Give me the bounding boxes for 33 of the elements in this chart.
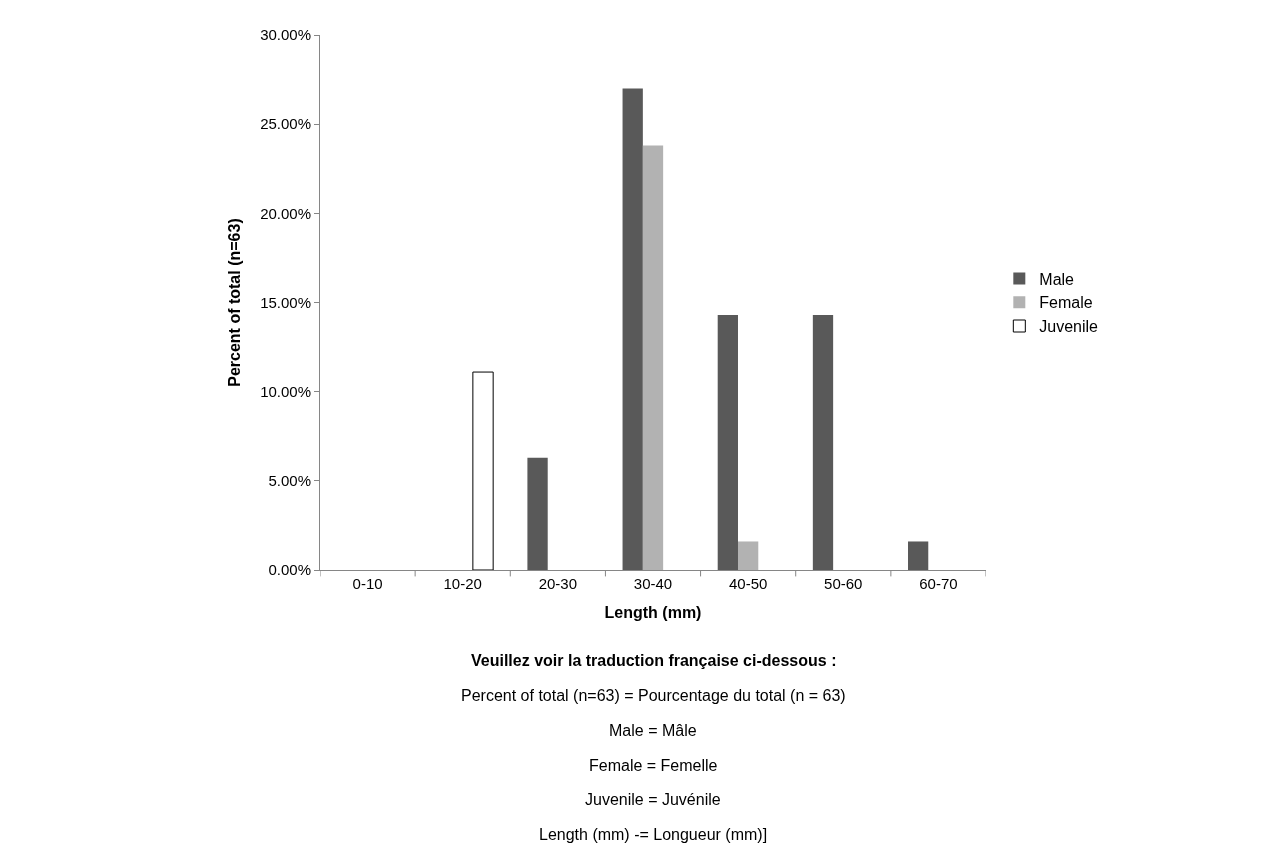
x-tick-label: 0-10: [352, 575, 383, 592]
text: Juvenile = Juvénile: [585, 791, 721, 808]
y-tick-label: 20.00%: [260, 204, 311, 222]
legend-label: Juvenile: [1039, 318, 1099, 336]
bar: [812, 314, 834, 570]
x-axis-title: Length (mm): [604, 603, 702, 621]
x-tick-label: 10-20: [443, 575, 482, 592]
text: Female = Femelle: [589, 757, 718, 774]
y-tick-label: 25.00%: [260, 115, 311, 133]
text: Percent of total (n=63) = Pourcentage du total (n = 63): [461, 687, 846, 704]
y-tick-label: 15.00%: [260, 293, 311, 311]
bar: [527, 457, 548, 570]
legend-label: Female: [1039, 294, 1093, 312]
y-axis-title: Percent of total (n=63): [226, 218, 244, 387]
x-tick-label: 20-30: [538, 575, 578, 592]
legend-label: Male: [1039, 270, 1075, 288]
bar: [642, 145, 664, 570]
text: Male = Mâle: [609, 722, 697, 739]
x-tick-label: 30-40: [633, 575, 673, 592]
x-tick-label: 40-50: [728, 575, 768, 592]
x-tick-label: 60-70: [919, 575, 958, 592]
y-tick-label: 0.00%: [268, 561, 311, 579]
bar: [472, 371, 494, 570]
text: Veuillez voir la traduction française ci-dessous :: [471, 652, 837, 669]
text: Length (mm) -= Longueur (mm)]: [539, 826, 768, 843]
x-tick-label: 50-60: [824, 575, 863, 592]
bar: [737, 541, 759, 570]
y-tick-label: 5.00%: [268, 472, 311, 490]
y-tick-label: 10.00%: [260, 382, 311, 400]
y-tick-label: 30.00%: [260, 26, 311, 44]
bar: [622, 88, 643, 570]
bar: [717, 314, 738, 570]
bar: [907, 541, 929, 570]
